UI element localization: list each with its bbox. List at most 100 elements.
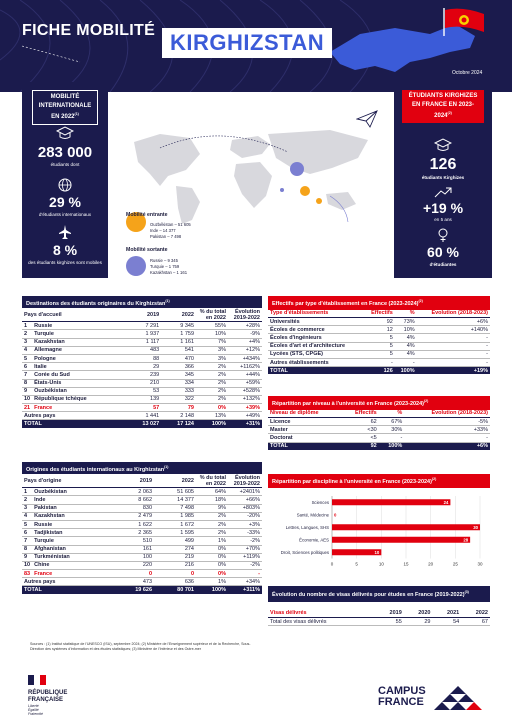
tick-label: 10 <box>379 561 385 566</box>
table-cell: Ouzbékistan <box>32 387 127 396</box>
table-cell: 4% <box>394 350 417 359</box>
table-cell: 7 498 <box>154 504 196 513</box>
table-cell: 100% <box>196 585 228 594</box>
table-cell: 274 <box>154 545 196 554</box>
sortante-legend-dot <box>126 256 146 276</box>
table-cell: 210 <box>126 379 162 388</box>
table-cell: 79 <box>161 403 196 413</box>
data-label: 10 <box>375 550 380 555</box>
republique-francaise-logo: RÉPUBLIQUE FRANÇAISE Liberté Égalité Fra… <box>28 672 98 717</box>
entrante-line: Pakistan – 7 498 <box>150 234 182 239</box>
uzbekistan-bubble <box>300 186 310 196</box>
kpi-students-number: 283 000 <box>37 144 93 161</box>
col-header: Évolution (2018-2023) <box>404 409 490 418</box>
table-row: 6 Italie 29 366 2% +1162% <box>22 362 262 372</box>
table-cell: -5% <box>404 417 490 427</box>
table-cell: +31% <box>228 419 262 428</box>
table-cell: Kazakhstan <box>32 338 127 347</box>
table-row: Écoles de commerce 12 10% +140% <box>268 325 490 335</box>
table-cell: 541 <box>161 346 196 355</box>
table-cell: 13 027 <box>126 419 162 428</box>
tick-label: 15 <box>403 561 409 566</box>
table-row: 1 Ouzbékistan 2 063 51 605 64% +2401% <box>22 487 262 497</box>
country-title: KIRGHIZSTAN <box>162 28 333 58</box>
table-cell: 10 <box>22 395 33 405</box>
table-cell: -2% <box>228 561 262 571</box>
table-row: 3 Pakistan 830 7 498 9% +803% <box>22 504 262 513</box>
table-cell: Tadjikistan <box>32 528 113 538</box>
table-cell: Kazakhstan <box>32 512 113 521</box>
table-cell: 13% <box>196 411 228 421</box>
table-cell: 1 <box>22 321 33 331</box>
table-cell: États-Unis <box>32 379 127 388</box>
table-row: 7 Corée du Sud 239 345 2% +44% <box>22 370 262 380</box>
data-label: 30 <box>473 525 478 530</box>
table-row: 1 Russie 7 291 9 345 55% +28% <box>22 321 262 331</box>
table-row: Écoles d'ingénieurs 5 4% - <box>268 333 490 343</box>
table-cell: TOTAL <box>22 585 113 594</box>
visas-title: Évolution du nombre de visas délivrés po… <box>268 586 490 602</box>
origins-table: Pays d'origine 2019 2022 % du total en 2… <box>22 474 262 594</box>
col-header: 2020 <box>403 609 433 618</box>
niveau-title: Répartition par niveau à l'université en… <box>268 396 490 410</box>
date-label: Octobre 2024 <box>452 70 483 76</box>
table-cell: TOTAL <box>22 419 127 428</box>
table-cell: 3% <box>196 346 228 355</box>
table-cell: Russie <box>32 520 113 530</box>
col-header: 2021 <box>432 609 462 618</box>
table-cell: 2% <box>196 379 228 388</box>
country-map-shape <box>330 24 475 72</box>
kpi-international-label: d'étudiants internationaux <box>38 212 92 217</box>
table-cell: +39% <box>228 403 262 413</box>
table-cell: 100% <box>378 442 405 450</box>
table-cell: 1 672 <box>154 520 196 530</box>
table-cell: France <box>32 569 113 579</box>
col-header: Visas délivrés <box>268 609 376 618</box>
table-cell: +28% <box>228 321 262 331</box>
table-cell: 83 <box>22 569 33 579</box>
table-cell: 483 <box>126 346 162 355</box>
kpi-mobile-percent: 8 % <box>52 242 78 258</box>
table-cell: 333 <box>161 387 196 396</box>
table-cell: 470 <box>161 354 196 364</box>
rf-line2: FRANÇAISE <box>28 697 64 703</box>
discipline-chart-title: Répartition par discipline à l'universit… <box>268 474 490 488</box>
table-cell: 0% <box>196 553 228 562</box>
discipline-bar-chart: 0 5 10 15 20 25 30 Sciences 24 Santé, Médecine 0 Le… <box>281 495 483 566</box>
table-cell: - <box>394 358 417 368</box>
niveau-panel: Répartition par niveau à l'université en… <box>268 396 490 450</box>
table-cell: 100% <box>394 366 417 375</box>
kpi-students-france-number: 126 <box>429 156 457 173</box>
table-cell: République tchèque <box>32 395 127 405</box>
table-cell: 67 <box>461 617 490 627</box>
table-cell: 3% <box>196 354 228 364</box>
col-header: Type d'établissements <box>268 309 364 318</box>
table-cell: 0 <box>154 569 196 579</box>
table-cell: Doctorat <box>268 433 343 443</box>
table-cell: Russie <box>32 321 127 331</box>
table-cell: 4% <box>394 333 417 343</box>
table-cell: 0% <box>196 545 228 554</box>
table-cell: 67% <box>378 417 405 427</box>
table-cell: 9 <box>22 553 33 562</box>
table-cell: Licence <box>268 417 343 427</box>
tick-label: 20 <box>428 561 434 566</box>
table-cell: Corée du Sud <box>32 370 127 380</box>
rf-line1: RÉPUBLIQUE <box>28 690 68 696</box>
table-cell: 19 626 <box>112 585 155 594</box>
bar <box>332 524 480 531</box>
destinations-table-title: Destinations des étudiants originaires d… <box>22 296 262 308</box>
kpi-female-percent: 60 % <box>427 244 459 260</box>
table-cell: - <box>228 569 262 579</box>
table-cell: 2% <box>196 520 228 530</box>
etablissements-title: Effectifs par type d'établissement en Fr… <box>268 296 490 310</box>
col-header: 2019 <box>375 609 404 618</box>
airplane-icon <box>59 225 71 239</box>
table-cell: +66% <box>228 495 262 505</box>
table-cell: 1 <box>22 487 33 497</box>
table-cell: 2% <box>196 387 228 396</box>
paper-plane-icon <box>356 110 378 128</box>
table-row: 5 Pologne 88 470 3% +434% <box>22 354 262 364</box>
table-cell: -20% <box>228 512 262 521</box>
table-cell: - <box>416 333 490 343</box>
